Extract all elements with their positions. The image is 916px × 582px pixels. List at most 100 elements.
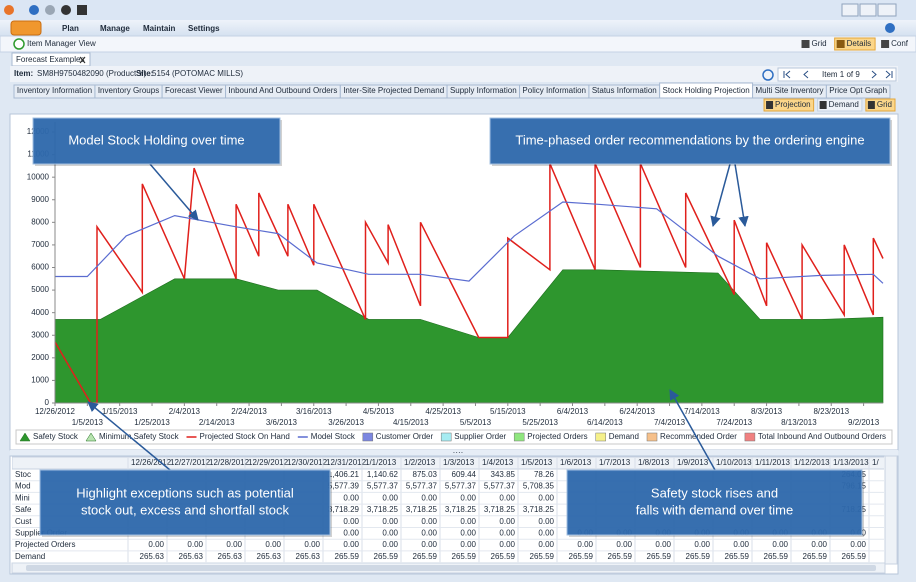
- legend-label: Customer Order: [376, 432, 434, 441]
- x-tick-label: 5/15/2013: [490, 407, 526, 416]
- toolbar-button[interactable]: [834, 37, 876, 51]
- column-header: 12/26/2012: [131, 458, 172, 467]
- line: [55, 201, 884, 284]
- help-icon[interactable]: [885, 23, 895, 33]
- ribbon-tab[interactable]: Plan: [62, 24, 79, 33]
- cell: 0.00: [343, 493, 359, 502]
- back-icon[interactable]: [29, 5, 39, 15]
- next-button[interactable]: [871, 70, 877, 79]
- cell: 0.00: [265, 540, 281, 549]
- cell: 343.85: [491, 470, 516, 479]
- prev-button[interactable]: [803, 70, 809, 79]
- tab[interactable]: [825, 84, 891, 99]
- cell: 1,140.62: [367, 470, 399, 479]
- x-tick-label: 6/14/2013: [587, 418, 623, 427]
- cell: 3,718.25: [367, 505, 399, 514]
- close-button[interactable]: [877, 3, 897, 17]
- vertical-scrollbar[interactable]: [884, 455, 898, 565]
- x-tick-label: 5/5/2013: [460, 418, 492, 427]
- legend-item: Model Stock: [297, 432, 356, 441]
- maximize-button[interactable]: [859, 3, 877, 17]
- x-tick-label: 7/4/2013: [654, 418, 686, 427]
- cell: 0.00: [499, 517, 515, 526]
- cell: 0.00: [538, 528, 554, 537]
- cell: 0.00: [343, 517, 359, 526]
- legend-label: Model Stock: [311, 432, 356, 441]
- cell: 265.59: [842, 552, 867, 561]
- cell: 3,718.25: [484, 505, 516, 514]
- toolbar-button-label: Grid: [812, 39, 827, 48]
- y-tick-label: 8000: [31, 217, 49, 226]
- view-button-icon: [766, 101, 774, 109]
- forward-icon[interactable]: [45, 5, 55, 15]
- save-icon[interactable]: [77, 5, 87, 15]
- sync-icon[interactable]: [61, 5, 71, 15]
- column-header: 1/10/2013: [716, 458, 752, 467]
- tab-label: Inventory Groups: [98, 86, 159, 95]
- cell: 0.00: [148, 540, 164, 549]
- cell: 5,577.37: [445, 482, 477, 491]
- first-button[interactable]: [783, 70, 791, 79]
- y-tick-label: 7000: [31, 240, 49, 249]
- x-tick-label: 8/23/2013: [813, 407, 849, 416]
- x-tick-label: 6/24/2013: [619, 407, 655, 416]
- ribbon-tab[interactable]: Maintain: [143, 24, 176, 33]
- document-tab-label: Forecast Examples: [16, 55, 84, 64]
- cell: 265.59: [803, 552, 828, 561]
- title-bar: [0, 0, 916, 20]
- tab-label: Forecast Viewer: [165, 86, 223, 95]
- column-header: 1/13/2013: [833, 458, 869, 467]
- view-button[interactable]: [763, 98, 815, 112]
- callout-box: [489, 117, 891, 165]
- column-header: 1/11/2013: [755, 458, 791, 467]
- toolbar-button-icon: [881, 40, 890, 48]
- x-tick-label: 8/13/2013: [781, 418, 817, 427]
- callout-text: Highlight exceptions such as potential: [76, 485, 294, 500]
- cell: 0.00: [538, 540, 554, 549]
- x-tick-label: 8/3/2013: [751, 407, 783, 416]
- cell: 0.00: [187, 540, 203, 549]
- toolbar-button-icon: [801, 40, 810, 48]
- cell: 0.00: [421, 493, 437, 502]
- row-label: Stoc: [15, 470, 31, 479]
- tab-label: Inventory Information: [17, 86, 92, 95]
- view-button[interactable]: [817, 98, 863, 112]
- legend-label: Minimum Safety Stock: [99, 432, 180, 441]
- tab-label: Policy Information: [522, 86, 586, 95]
- legend-item: Recommended Order: [646, 432, 737, 442]
- x-tick-label: 4/5/2013: [363, 407, 395, 416]
- splitter[interactable]: [10, 450, 898, 456]
- site-value: 5154 (POTOMAC MILLS): [152, 69, 243, 78]
- callout-arrow: [87, 401, 171, 471]
- row-label: Safe: [15, 505, 32, 514]
- legend-item: Supplier Order: [440, 432, 507, 442]
- add-icon[interactable]: [13, 38, 25, 50]
- scroll-thumb[interactable]: [26, 565, 876, 571]
- cell: 0.00: [499, 540, 515, 549]
- callout: Safety stock rises and falls with demand …: [566, 389, 864, 537]
- minimize-button[interactable]: [841, 3, 859, 17]
- cell: 0.00: [460, 493, 476, 502]
- close-document-icon[interactable]: [79, 56, 86, 64]
- row-label: Demand: [15, 552, 45, 561]
- cell: 0.00: [694, 540, 710, 549]
- app-menu-button[interactable]: [10, 20, 42, 36]
- tab-label: Supply Information: [450, 86, 517, 95]
- refresh-icon[interactable]: [762, 69, 774, 81]
- y-tick-label: 10000: [27, 172, 50, 181]
- legend-label: Demand: [609, 432, 639, 441]
- cell: 0.00: [421, 528, 437, 537]
- legend-item: Projected Orders: [513, 432, 588, 442]
- item-value: SM8H9750482090 (Product Y): [37, 69, 147, 78]
- ribbon-tab[interactable]: Manage: [100, 24, 130, 33]
- last-button[interactable]: [885, 70, 893, 79]
- view-button-label: Grid: [877, 100, 892, 109]
- column-header: 1/1/2013: [365, 458, 397, 467]
- cell: 0.00: [460, 528, 476, 537]
- cell: 3,718.25: [523, 505, 555, 514]
- cell: 5,577.37: [367, 482, 399, 491]
- ribbon-tab[interactable]: Settings: [188, 24, 220, 33]
- cell: 0.00: [577, 540, 593, 549]
- column-header: 12/27/2012: [170, 458, 211, 467]
